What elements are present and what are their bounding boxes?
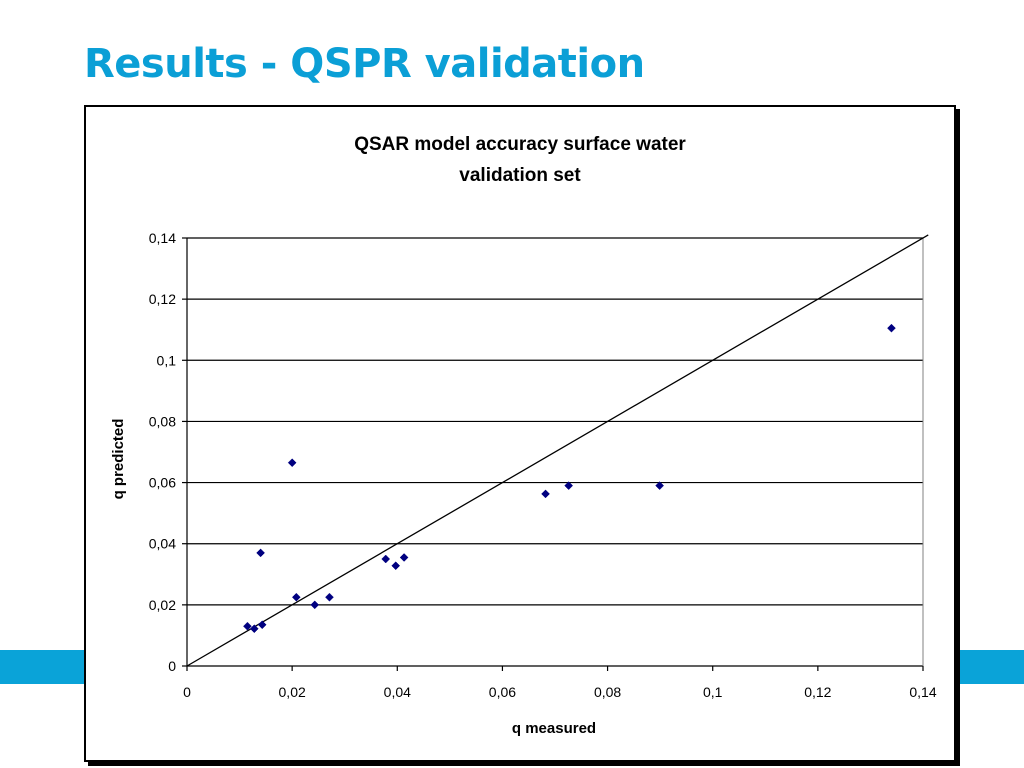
data-point-12 xyxy=(564,481,574,490)
x-tick-label-6: 0,12 xyxy=(804,684,831,700)
data-point-14 xyxy=(887,323,896,333)
data-points xyxy=(243,323,896,634)
data-point-3 xyxy=(256,548,265,558)
slide-title: Results - QSPR validation xyxy=(84,41,645,87)
y-tick-label-5: 0,1 xyxy=(157,352,177,368)
y-tick-label-1: 0,02 xyxy=(149,597,176,613)
data-point-6 xyxy=(310,600,320,610)
x-tick-label-2: 0,04 xyxy=(384,684,411,700)
x-axis-label: q measured xyxy=(512,720,596,737)
tick-labels: 0 0,02 0,04 0,06 0,08 0,1 0,12 0,14 0 0,02 0,04 0,0… xyxy=(149,230,937,700)
accent-band-left xyxy=(0,650,86,684)
accent-band-right xyxy=(958,650,1024,684)
y-tick-label-0: 0 xyxy=(168,658,176,674)
chart-frame: QSAR model accuracy surface water valida… xyxy=(84,105,956,762)
chart-title-line-2: validation set xyxy=(459,165,581,186)
y-tick-label-4: 0,08 xyxy=(149,413,176,429)
data-point-9 xyxy=(391,561,401,571)
x-tick-label-4: 0,08 xyxy=(594,684,621,700)
data-point-8 xyxy=(381,554,391,564)
y-tick-label-3: 0,06 xyxy=(149,475,176,491)
data-point-1 xyxy=(249,624,259,634)
reference-line-group xyxy=(186,234,929,667)
data-point-4 xyxy=(287,458,297,468)
data-point-10 xyxy=(399,553,409,562)
scatter-chart: QSAR model accuracy surface water valida… xyxy=(110,134,937,737)
data-point-2 xyxy=(257,620,267,630)
chart-title-line-1: QSAR model accuracy surface water xyxy=(354,134,686,155)
x-tick-label-3: 0,06 xyxy=(489,684,516,700)
gridlines xyxy=(187,237,923,606)
x-tick-label-0: 0 xyxy=(183,684,191,700)
x-tick-label-5: 0,1 xyxy=(703,684,723,700)
y-tick-label-6: 0,12 xyxy=(149,291,176,307)
axes xyxy=(182,237,924,671)
data-point-7 xyxy=(325,592,334,602)
reference-line xyxy=(186,234,929,667)
data-point-0 xyxy=(243,621,252,631)
y-tick-label-7: 0,14 xyxy=(149,230,176,246)
data-point-11 xyxy=(541,489,550,499)
x-tick-label-7: 0,14 xyxy=(909,684,936,700)
data-point-5 xyxy=(291,592,301,602)
y-tick-label-2: 0,04 xyxy=(149,536,176,552)
y-axis-label: q predicted xyxy=(110,419,127,500)
data-point-13 xyxy=(655,481,664,490)
x-tick-label-1: 0,02 xyxy=(279,684,306,700)
